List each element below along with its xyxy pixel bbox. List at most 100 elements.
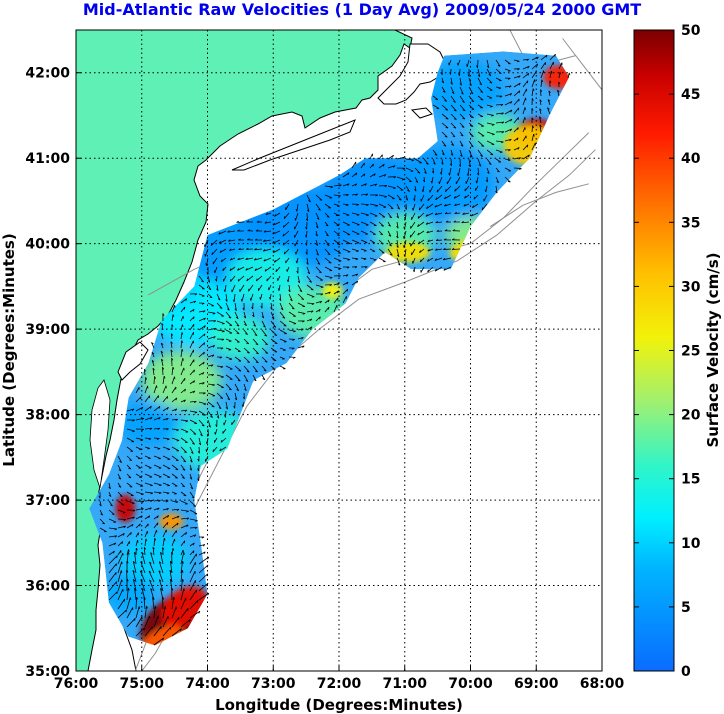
- velocity-vector-head: [166, 522, 169, 525]
- velocity-vector: [143, 369, 146, 376]
- velocity-vector: [436, 239, 443, 241]
- velocity-vector-head: [182, 358, 184, 361]
- velocity-vector-head: [507, 77, 511, 80]
- x-tick-label: 72:00: [317, 676, 362, 692]
- velocity-vector-head: [364, 266, 368, 269]
- velocity-vector: [477, 68, 481, 77]
- velocity-vector-head: [219, 356, 223, 359]
- velocity-vector-head: [461, 126, 465, 128]
- velocity-vector: [531, 142, 536, 151]
- velocity-vector: [126, 500, 135, 504]
- velocity-vector-head: [509, 93, 513, 96]
- velocity-vector: [263, 257, 272, 262]
- velocity-vector: [153, 446, 161, 449]
- x-tick-label: 74:00: [185, 676, 230, 692]
- velocity-vector: [225, 338, 232, 342]
- velocity-vector: [234, 356, 242, 362]
- velocity-vector: [279, 302, 284, 311]
- velocity-vector: [427, 248, 434, 252]
- velocity-vector-head: [260, 305, 263, 309]
- x-tick-label: 75:00: [119, 676, 164, 692]
- velocity-vector-head: [265, 352, 268, 354]
- velocity-vector-head: [253, 379, 257, 382]
- velocity-vector: [279, 338, 287, 343]
- velocity-vector: [504, 68, 511, 72]
- velocity-vector-head: [241, 404, 244, 408]
- velocity-vector: [207, 345, 215, 349]
- velocity-vector: [189, 380, 195, 385]
- velocity-vector: [189, 446, 194, 454]
- velocity-vector: [180, 332, 183, 340]
- velocity-vector: [225, 392, 231, 401]
- velocity-vector: [207, 392, 216, 397]
- velocity-vector-head: [501, 131, 505, 134]
- velocity-vector: [126, 491, 134, 496]
- velocity-vector: [333, 290, 339, 295]
- velocity-vector-head: [125, 609, 128, 613]
- velocity-vector: [513, 90, 521, 97]
- velocity-vector-head: [372, 163, 374, 167]
- velocity-vector-head: [202, 544, 206, 547]
- velocity-vector-head: [237, 278, 240, 282]
- velocity-vector: [296, 203, 299, 212]
- velocity-vector-head: [299, 290, 303, 293]
- velocity-vector: [216, 365, 224, 368]
- velocity-vector-head: [193, 300, 197, 304]
- velocity-vector: [434, 203, 443, 208]
- velocity-vector: [153, 405, 161, 412]
- velocity-vector: [207, 336, 216, 340]
- velocity-vector: [429, 185, 434, 193]
- velocity-vector-head: [497, 64, 501, 67]
- velocity-vector: [450, 86, 455, 94]
- velocity-vector: [189, 300, 196, 304]
- velocity-vector: [252, 347, 259, 355]
- velocity-vector-head: [434, 212, 438, 215]
- velocity-vector-head: [119, 495, 123, 497]
- velocity-vector: [473, 194, 479, 200]
- velocity-vector: [180, 579, 184, 592]
- velocity-vector-head: [150, 417, 153, 420]
- velocity-vector: [540, 54, 548, 61]
- velocity-vector-head: [450, 153, 454, 156]
- velocity-vector: [273, 221, 281, 226]
- velocity-vector: [126, 473, 132, 479]
- velocity-vector-head: [160, 552, 163, 555]
- velocity-vector-head: [180, 628, 182, 632]
- velocity-vector: [161, 358, 164, 367]
- velocity-vector: [420, 266, 425, 273]
- velocity-vector: [158, 579, 164, 592]
- velocity-vector: [351, 248, 359, 252]
- velocity-vector: [261, 374, 266, 380]
- velocity-vector: [243, 320, 247, 326]
- velocity-vector-head: [264, 361, 268, 363]
- velocity-vector-head: [118, 477, 121, 480]
- velocity-vector-head: [225, 299, 228, 302]
- velocity-vector-head: [195, 520, 198, 522]
- velocity-vector: [466, 59, 470, 67]
- velocity-vector: [169, 561, 173, 574]
- velocity-vector-head: [527, 65, 530, 69]
- velocity-vector: [306, 194, 311, 203]
- velocity-vector: [117, 588, 124, 601]
- velocity-vector: [351, 273, 358, 277]
- velocity-vector: [162, 396, 168, 403]
- velocity-vector: [558, 62, 563, 70]
- velocity-vector: [135, 540, 138, 547]
- velocity-vector: [387, 239, 392, 247]
- velocity-vector-head: [292, 356, 296, 359]
- velocity-vector: [263, 230, 272, 233]
- velocity-vector: [378, 163, 385, 169]
- velocity-vector: [444, 212, 452, 215]
- velocity-vector-head: [375, 205, 378, 207]
- velocity-vector: [135, 627, 145, 637]
- velocity-vector: [378, 230, 384, 235]
- velocity-vector-head: [193, 380, 196, 383]
- velocity-vector-head: [218, 407, 222, 410]
- velocity-vector-head: [393, 187, 396, 189]
- velocity-vector: [234, 338, 240, 343]
- velocity-vector: [265, 212, 272, 215]
- velocity-vector-head: [154, 605, 157, 609]
- nantucket: [410, 107, 433, 119]
- velocity-vector: [411, 248, 416, 256]
- velocity-vector-head: [141, 588, 144, 591]
